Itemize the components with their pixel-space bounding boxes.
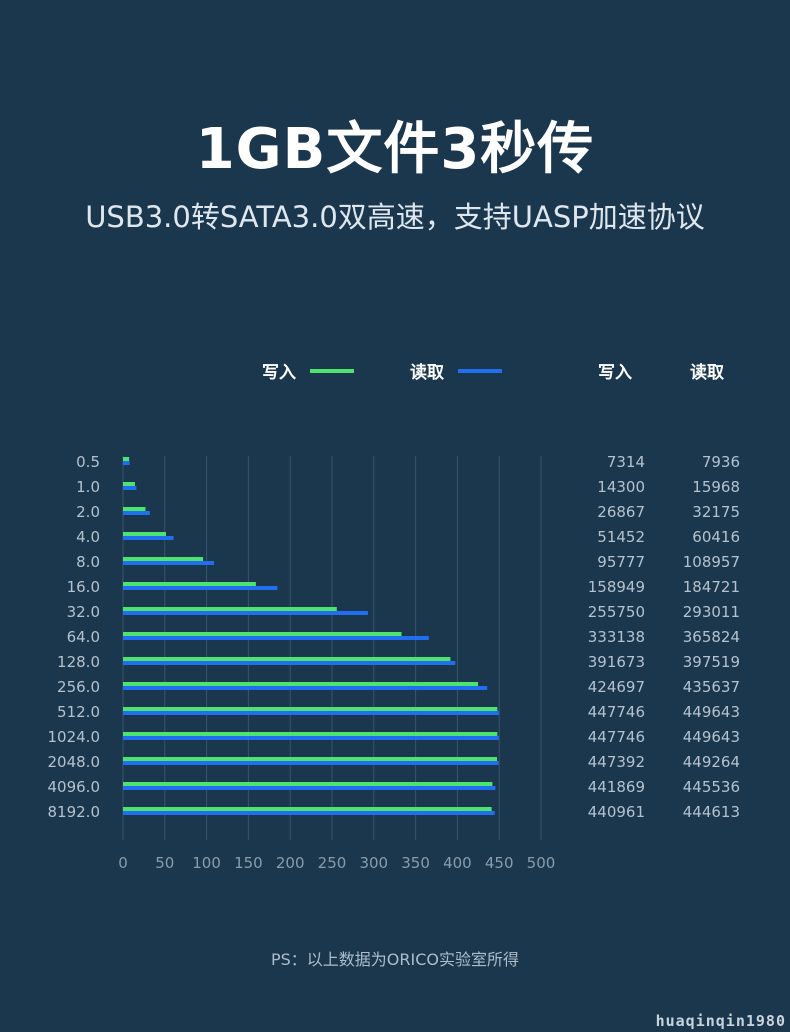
x-tick-label: 350 bbox=[401, 854, 430, 872]
y-tick-label: 4096.0 bbox=[48, 778, 101, 796]
x-tick-label: 500 bbox=[527, 854, 556, 872]
value-read: 365824 bbox=[683, 628, 740, 646]
value-read: 449264 bbox=[683, 753, 740, 771]
bar-read bbox=[123, 461, 130, 465]
legend-write: 写入 bbox=[262, 358, 354, 383]
value-read: 435637 bbox=[683, 678, 740, 696]
bar-read bbox=[123, 486, 137, 490]
value-write: 447746 bbox=[588, 728, 645, 746]
bar-read bbox=[123, 786, 496, 790]
value-read: 60416 bbox=[692, 528, 740, 546]
bar-read bbox=[123, 761, 499, 765]
bar-write bbox=[123, 657, 451, 661]
bar-write bbox=[123, 482, 135, 486]
bar-read bbox=[123, 536, 174, 540]
bar-read bbox=[123, 686, 488, 690]
footnote: PS：以上数据为ORICO实验室所得 bbox=[270, 950, 519, 969]
y-tick-label: 4.0 bbox=[76, 528, 100, 546]
y-tick-label: 128.0 bbox=[57, 653, 100, 671]
value-read: 108957 bbox=[683, 553, 740, 571]
value-read: 397519 bbox=[683, 653, 740, 671]
value-write: 51452 bbox=[597, 528, 645, 546]
value-read: 184721 bbox=[683, 578, 740, 596]
value-write: 333138 bbox=[588, 628, 645, 646]
value-write: 14300 bbox=[597, 478, 645, 496]
bar-read bbox=[123, 636, 429, 640]
bar-read bbox=[123, 561, 215, 565]
column-header-read: 读取 bbox=[690, 363, 724, 383]
bar-write bbox=[123, 607, 337, 611]
bar-write bbox=[123, 582, 256, 586]
y-tick-label: 1.0 bbox=[76, 478, 100, 496]
legend-write-label: 写入 bbox=[262, 363, 296, 383]
y-tick-label: 512.0 bbox=[57, 703, 100, 721]
value-write: 441869 bbox=[588, 778, 645, 796]
bar-write bbox=[123, 732, 498, 736]
y-tick-label: 2048.0 bbox=[48, 753, 101, 771]
value-write: 391673 bbox=[588, 653, 645, 671]
value-read: 293011 bbox=[683, 603, 740, 621]
y-tick-label: 32.0 bbox=[67, 603, 100, 621]
x-tick-label: 0 bbox=[118, 854, 128, 872]
value-write: 158949 bbox=[588, 578, 645, 596]
bar-write bbox=[123, 682, 479, 686]
page-title: 1GB文件3秒传 bbox=[195, 117, 595, 182]
bar-write bbox=[123, 507, 146, 511]
value-write: 424697 bbox=[588, 678, 645, 696]
bar-read bbox=[123, 661, 456, 665]
legend-read-label: 读取 bbox=[410, 363, 444, 383]
y-tick-label: 8.0 bbox=[76, 553, 100, 571]
value-write: 95777 bbox=[597, 553, 645, 571]
bar-read bbox=[123, 611, 368, 615]
legend-write-swatch bbox=[310, 369, 354, 373]
bar-chart: 0 50 100 150 200 250 300 350 400 450 500 0.5 7314 793… bbox=[48, 453, 741, 872]
x-tick-label: 400 bbox=[443, 854, 472, 872]
bar-write bbox=[123, 807, 492, 811]
value-write: 447392 bbox=[588, 753, 645, 771]
bar-read bbox=[123, 586, 278, 590]
column-header-write: 写入 bbox=[598, 363, 632, 383]
x-tick-label: 300 bbox=[359, 854, 388, 872]
bar-read bbox=[123, 711, 499, 715]
value-read: 32175 bbox=[692, 503, 740, 521]
value-read: 444613 bbox=[683, 803, 740, 821]
y-tick-label: 8192.0 bbox=[48, 803, 101, 821]
x-tick-label: 250 bbox=[318, 854, 347, 872]
y-tick-label: 1024.0 bbox=[48, 728, 101, 746]
legend-read: 读取 bbox=[410, 358, 502, 383]
value-write: 255750 bbox=[588, 603, 645, 621]
y-tick-label: 16.0 bbox=[67, 578, 100, 596]
legend-read-swatch bbox=[458, 369, 502, 373]
value-read: 449643 bbox=[683, 703, 740, 721]
x-tick-label: 150 bbox=[234, 854, 263, 872]
watermark: huaqinqin1980 bbox=[655, 1012, 786, 1030]
bar-write bbox=[123, 707, 498, 711]
value-write: 7314 bbox=[607, 453, 645, 471]
value-read: 449643 bbox=[683, 728, 740, 746]
bar-read bbox=[123, 811, 495, 815]
value-read: 7936 bbox=[702, 453, 740, 471]
bar-write bbox=[123, 632, 402, 636]
bar-write bbox=[123, 782, 493, 786]
y-tick-label: 0.5 bbox=[76, 453, 100, 471]
value-read: 15968 bbox=[692, 478, 740, 496]
bar-write bbox=[123, 532, 167, 536]
value-write: 26867 bbox=[597, 503, 645, 521]
value-read: 445536 bbox=[683, 778, 740, 796]
x-tick-label: 50 bbox=[155, 854, 174, 872]
bar-write bbox=[123, 557, 204, 561]
x-tick-label: 200 bbox=[276, 854, 305, 872]
x-tick-label: 450 bbox=[485, 854, 514, 872]
value-write: 447746 bbox=[588, 703, 645, 721]
bar-read bbox=[123, 511, 150, 515]
bar-write bbox=[123, 757, 498, 761]
x-tick-label: 100 bbox=[192, 854, 221, 872]
y-tick-label: 2.0 bbox=[76, 503, 100, 521]
bar-write bbox=[123, 457, 130, 461]
y-tick-label: 64.0 bbox=[67, 628, 100, 646]
value-write: 440961 bbox=[588, 803, 645, 821]
page-subtitle: USB3.0转SATA3.0双高速，支持UASP加速协议 bbox=[85, 200, 705, 234]
bar-read bbox=[123, 736, 499, 740]
y-tick-label: 256.0 bbox=[57, 678, 100, 696]
